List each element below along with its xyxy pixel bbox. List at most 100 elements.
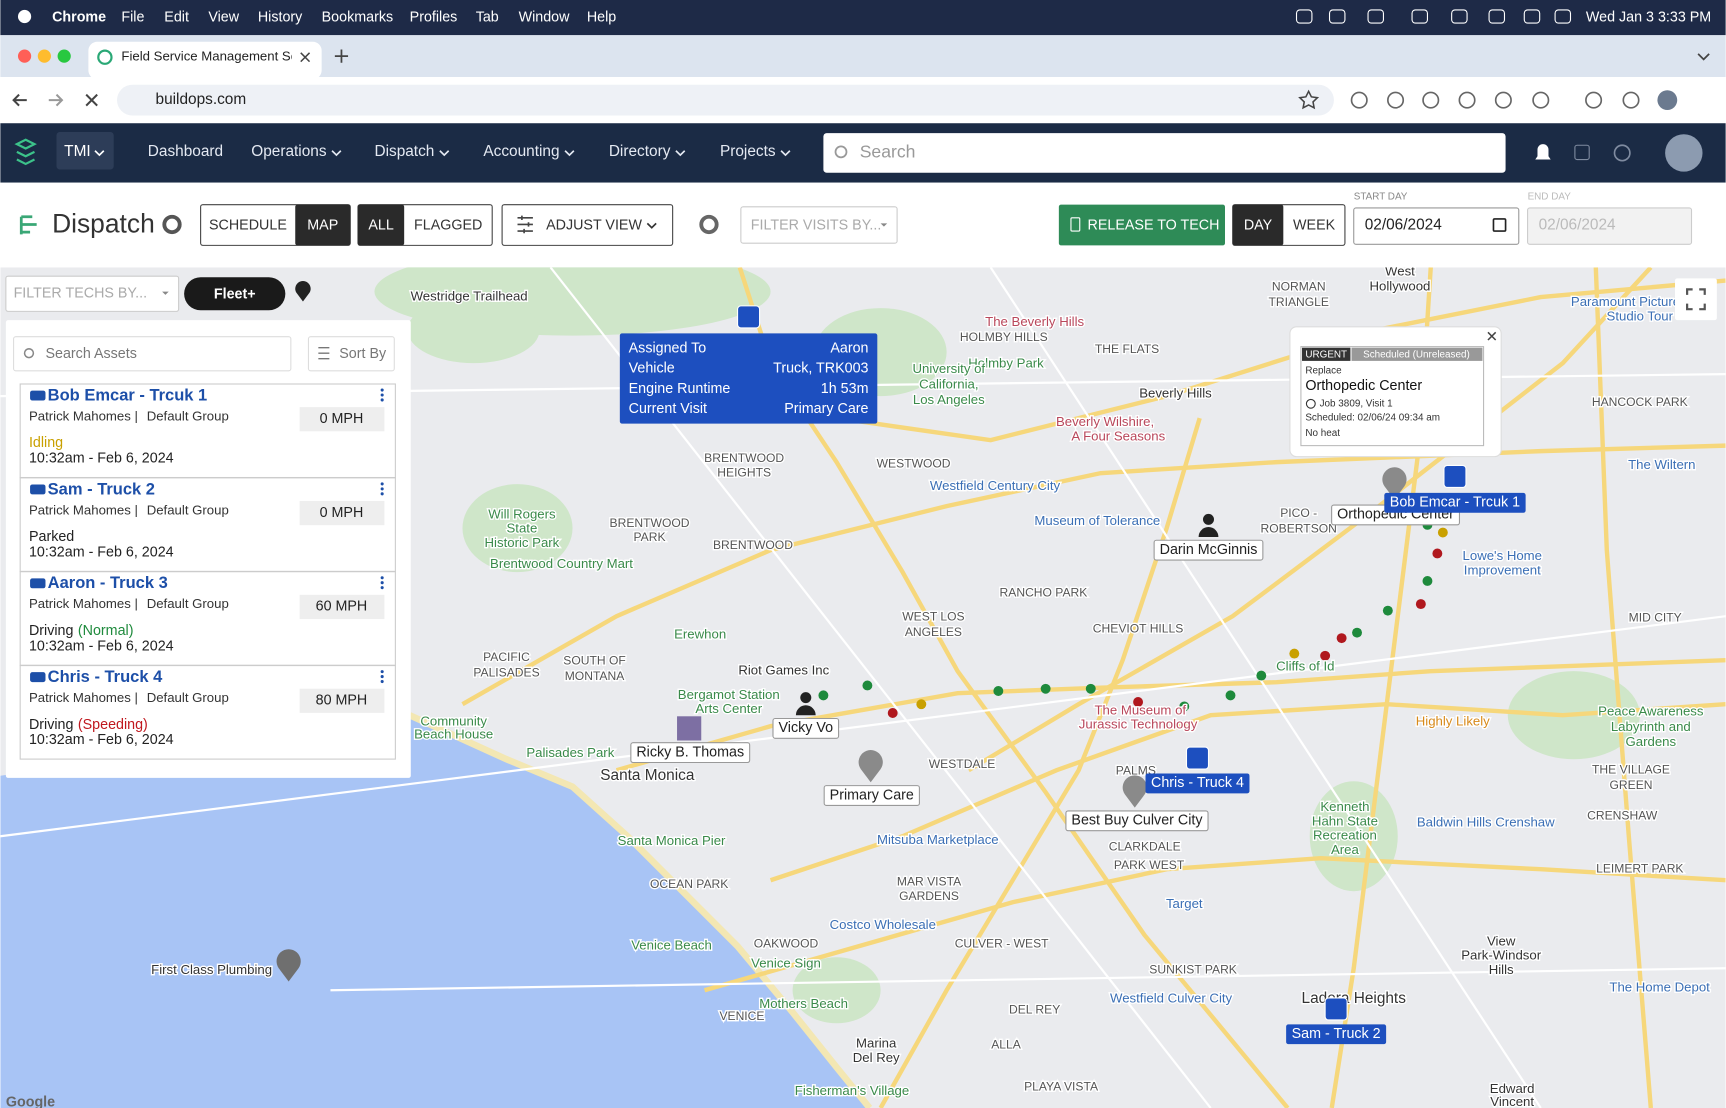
adjust-view[interactable] bbox=[501, 204, 674, 246]
asset-search-icon bbox=[23, 348, 35, 359]
location-pin[interactable] bbox=[858, 750, 883, 783]
truck-marker[interactable] bbox=[1185, 746, 1210, 770]
menu-item[interactable]: Profiles bbox=[410, 9, 458, 25]
start-input[interactable] bbox=[1353, 207, 1520, 245]
release-button[interactable] bbox=[1058, 204, 1225, 246]
nav-item[interactable]: Projects bbox=[720, 143, 776, 160]
start-label: START DAY bbox=[1354, 192, 1408, 203]
window-button[interactable] bbox=[57, 49, 71, 63]
profile-icon[interactable] bbox=[1657, 90, 1678, 111]
asset-name[interactable]: Sam - Truck 2 bbox=[48, 480, 155, 498]
tab-list[interactable] bbox=[1697, 53, 1710, 61]
back-button[interactable] bbox=[12, 93, 27, 107]
nav-item[interactable]: Dispatch bbox=[374, 143, 434, 160]
tab-close[interactable] bbox=[300, 52, 311, 63]
view-toggle-option[interactable] bbox=[295, 204, 351, 246]
fleet-button[interactable] bbox=[184, 277, 286, 311]
person-photo[interactable] bbox=[677, 716, 702, 741]
range-toggle-option[interactable] bbox=[1232, 204, 1284, 246]
location-pin[interactable] bbox=[1382, 467, 1407, 500]
tooltip-label: Current Visit bbox=[629, 401, 707, 417]
extension-icon[interactable] bbox=[1458, 91, 1476, 109]
map-settings-gear[interactable] bbox=[699, 214, 719, 235]
kebab-dot bbox=[380, 670, 384, 674]
window-button[interactable] bbox=[37, 49, 51, 63]
kebab-dot bbox=[380, 581, 384, 585]
search-box[interactable] bbox=[823, 133, 1506, 173]
menu-item[interactable]: Tab bbox=[476, 9, 499, 25]
org-button[interactable] bbox=[56, 132, 114, 170]
url-box[interactable] bbox=[116, 84, 1334, 116]
filter-toggle-option[interactable] bbox=[357, 204, 405, 246]
nav-item[interactable]: Accounting bbox=[483, 143, 559, 160]
chevron bbox=[439, 150, 450, 157]
person-head[interactable] bbox=[1202, 513, 1214, 525]
menu-app[interactable]: Chrome bbox=[52, 9, 106, 25]
extension-icon[interactable] bbox=[1622, 91, 1640, 109]
pin-icon[interactable] bbox=[295, 281, 311, 302]
bell-icon[interactable] bbox=[1535, 144, 1551, 160]
visit-customer: Orthopedic Center bbox=[1305, 378, 1422, 394]
vehicle-label-box[interactable] bbox=[1145, 773, 1250, 794]
street bbox=[989, 267, 1542, 1108]
add-icon[interactable] bbox=[1574, 144, 1590, 161]
new-tab[interactable] bbox=[334, 49, 349, 63]
stop-button[interactable] bbox=[85, 93, 98, 107]
menu-item[interactable]: Bookmarks bbox=[322, 9, 394, 25]
place-label: OCEAN PARK bbox=[650, 877, 728, 891]
avatar[interactable] bbox=[1665, 134, 1703, 172]
place-label: Riot Games Inc bbox=[738, 663, 829, 678]
nav-item[interactable]: Directory bbox=[609, 143, 671, 160]
visit-card[interactable] bbox=[1300, 346, 1485, 447]
route-dot bbox=[993, 686, 1004, 696]
menu-item[interactable]: File bbox=[121, 9, 144, 25]
tooltip-label: Engine Runtime bbox=[629, 381, 731, 397]
menu-item[interactable]: Help bbox=[587, 9, 616, 25]
extension-icon[interactable] bbox=[1494, 91, 1512, 109]
help-icon[interactable] bbox=[1613, 144, 1631, 162]
route-dot bbox=[1336, 633, 1347, 644]
settings-gear[interactable] bbox=[162, 214, 182, 235]
window-button[interactable] bbox=[17, 49, 32, 63]
extension-icon[interactable] bbox=[1532, 91, 1550, 109]
browser-tab[interactable] bbox=[88, 41, 322, 80]
popup-close[interactable] bbox=[1487, 331, 1497, 341]
truck-marker[interactable] bbox=[1324, 997, 1348, 1021]
asset-search[interactable] bbox=[13, 336, 292, 372]
extension-icon[interactable] bbox=[1585, 91, 1603, 109]
place-label: Highly Likely bbox=[1416, 713, 1490, 728]
extension-icon[interactable] bbox=[1422, 91, 1440, 109]
extension-icon[interactable] bbox=[1387, 91, 1405, 109]
asset-name[interactable]: Bob Emcar - Trcuk 1 bbox=[48, 386, 208, 404]
visit-task: Replace bbox=[1305, 365, 1342, 376]
filter-techs[interactable] bbox=[5, 275, 180, 312]
fullscreen-button[interactable] bbox=[1675, 278, 1717, 321]
nav-item[interactable]: Dashboard bbox=[148, 143, 223, 160]
forward-button[interactable] bbox=[48, 93, 64, 107]
menu-item[interactable]: Edit bbox=[164, 9, 189, 25]
menu-item[interactable]: View bbox=[208, 9, 239, 25]
asset-name[interactable]: Chris - Truck 4 bbox=[48, 668, 163, 686]
extension-icon[interactable] bbox=[1350, 91, 1368, 109]
vehicle-label-box[interactable] bbox=[1384, 492, 1526, 513]
poi-pin[interactable] bbox=[276, 949, 301, 982]
person-head[interactable] bbox=[800, 692, 812, 704]
vehicle-label-box[interactable] bbox=[1286, 1024, 1387, 1045]
truck-icon bbox=[30, 578, 46, 589]
truck-marker[interactable] bbox=[1443, 464, 1467, 488]
menu-bar bbox=[0, 0, 1726, 36]
range-toggle-label: DAY bbox=[1244, 217, 1273, 233]
asset-status-detail: (Normal) bbox=[78, 623, 134, 639]
start-value: 02/06/2024 bbox=[1365, 217, 1442, 234]
menu-item[interactable]: Window bbox=[519, 9, 571, 25]
asset-name[interactable]: Aaron - Truck 3 bbox=[48, 574, 168, 592]
filter-visits[interactable] bbox=[740, 206, 898, 244]
place-label: Hills bbox=[1489, 962, 1514, 977]
bookmark-star[interactable] bbox=[1298, 89, 1320, 110]
truck-marker[interactable] bbox=[737, 305, 761, 329]
sort-button[interactable] bbox=[307, 336, 395, 372]
location-pin[interactable] bbox=[1122, 775, 1147, 808]
nav-item[interactable]: Operations bbox=[251, 143, 327, 160]
menu-item[interactable]: History bbox=[258, 9, 303, 25]
